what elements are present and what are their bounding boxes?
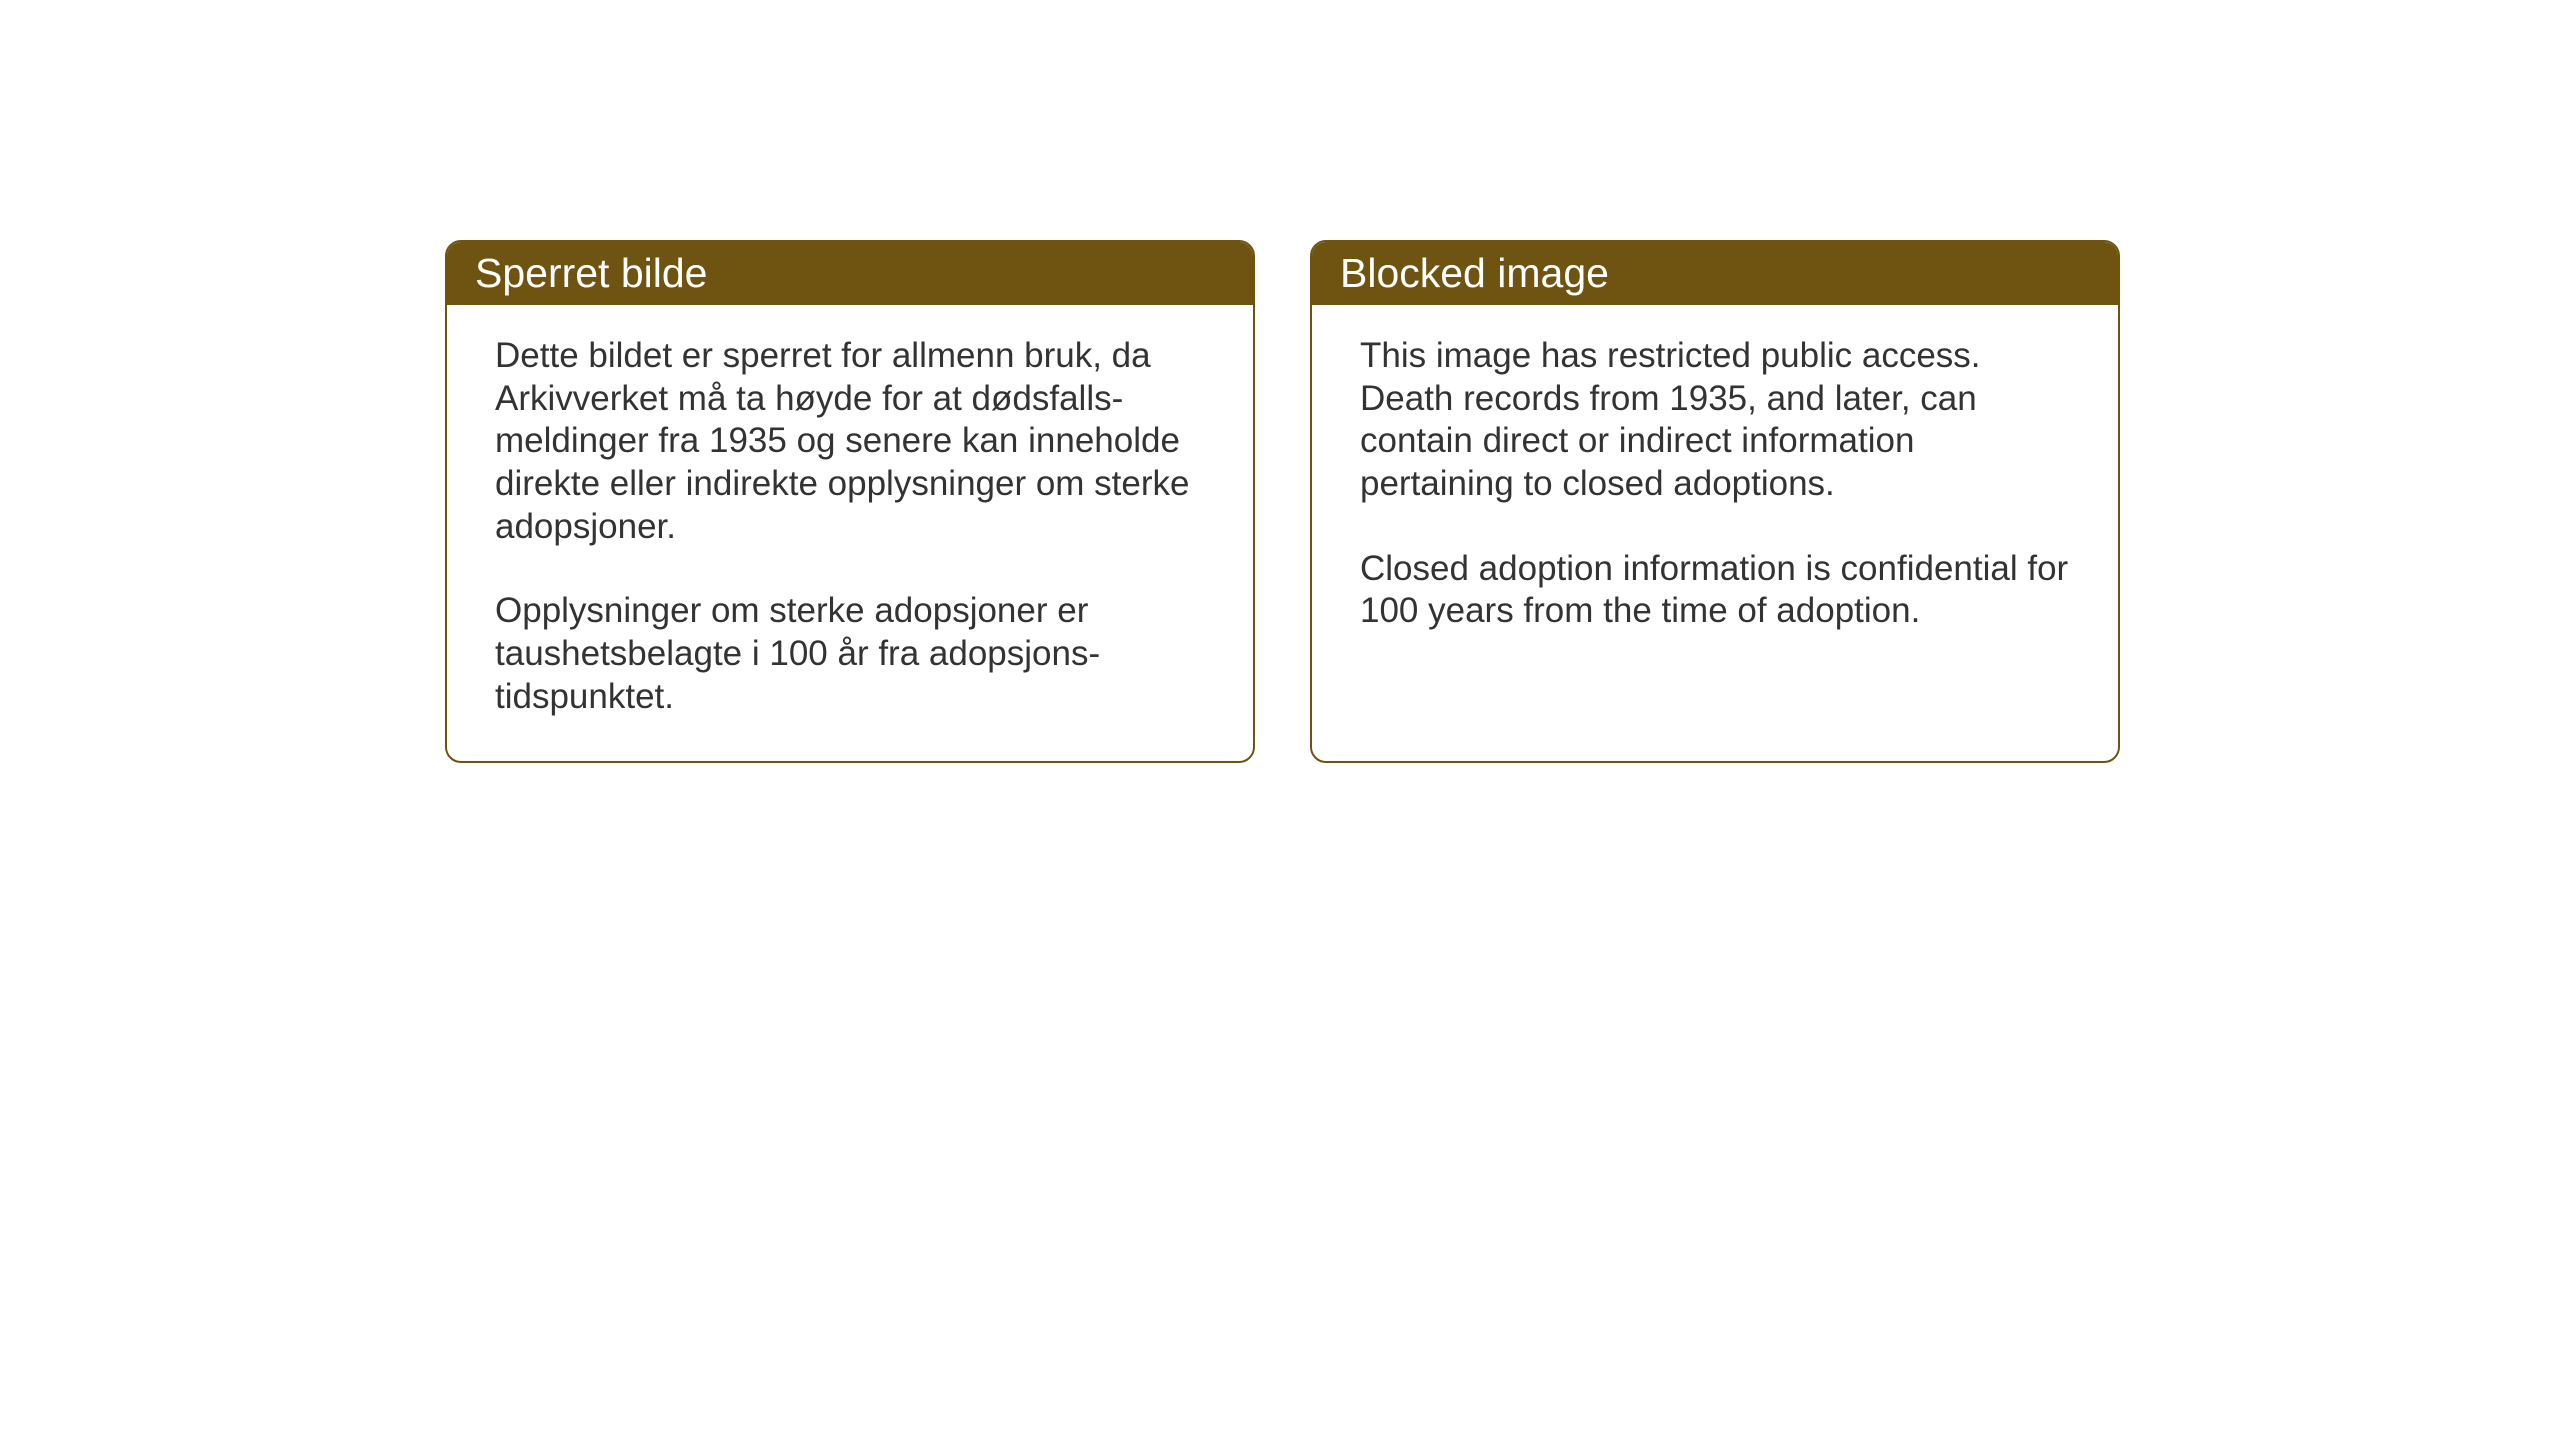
card-header: Blocked image [1312,242,2118,305]
card-title: Blocked image [1340,250,1609,296]
card-paragraph: Dette bildet er sperret for allmenn bruk… [495,335,1205,548]
notice-card-english: Blocked image This image has restricted … [1310,240,2120,763]
card-body: Dette bildet er sperret for allmenn bruk… [447,305,1253,761]
card-paragraph: Opplysninger om sterke adopsjoner er tau… [495,590,1205,718]
card-paragraph: This image has restricted public access.… [1360,335,2070,506]
card-body: This image has restricted public access.… [1312,305,2118,675]
card-paragraph: Closed adoption information is confident… [1360,548,2070,633]
notice-card-norwegian: Sperret bilde Dette bildet er sperret fo… [445,240,1255,763]
card-header: Sperret bilde [447,242,1253,305]
notice-container: Sperret bilde Dette bildet er sperret fo… [445,240,2120,763]
card-title: Sperret bilde [475,250,707,296]
